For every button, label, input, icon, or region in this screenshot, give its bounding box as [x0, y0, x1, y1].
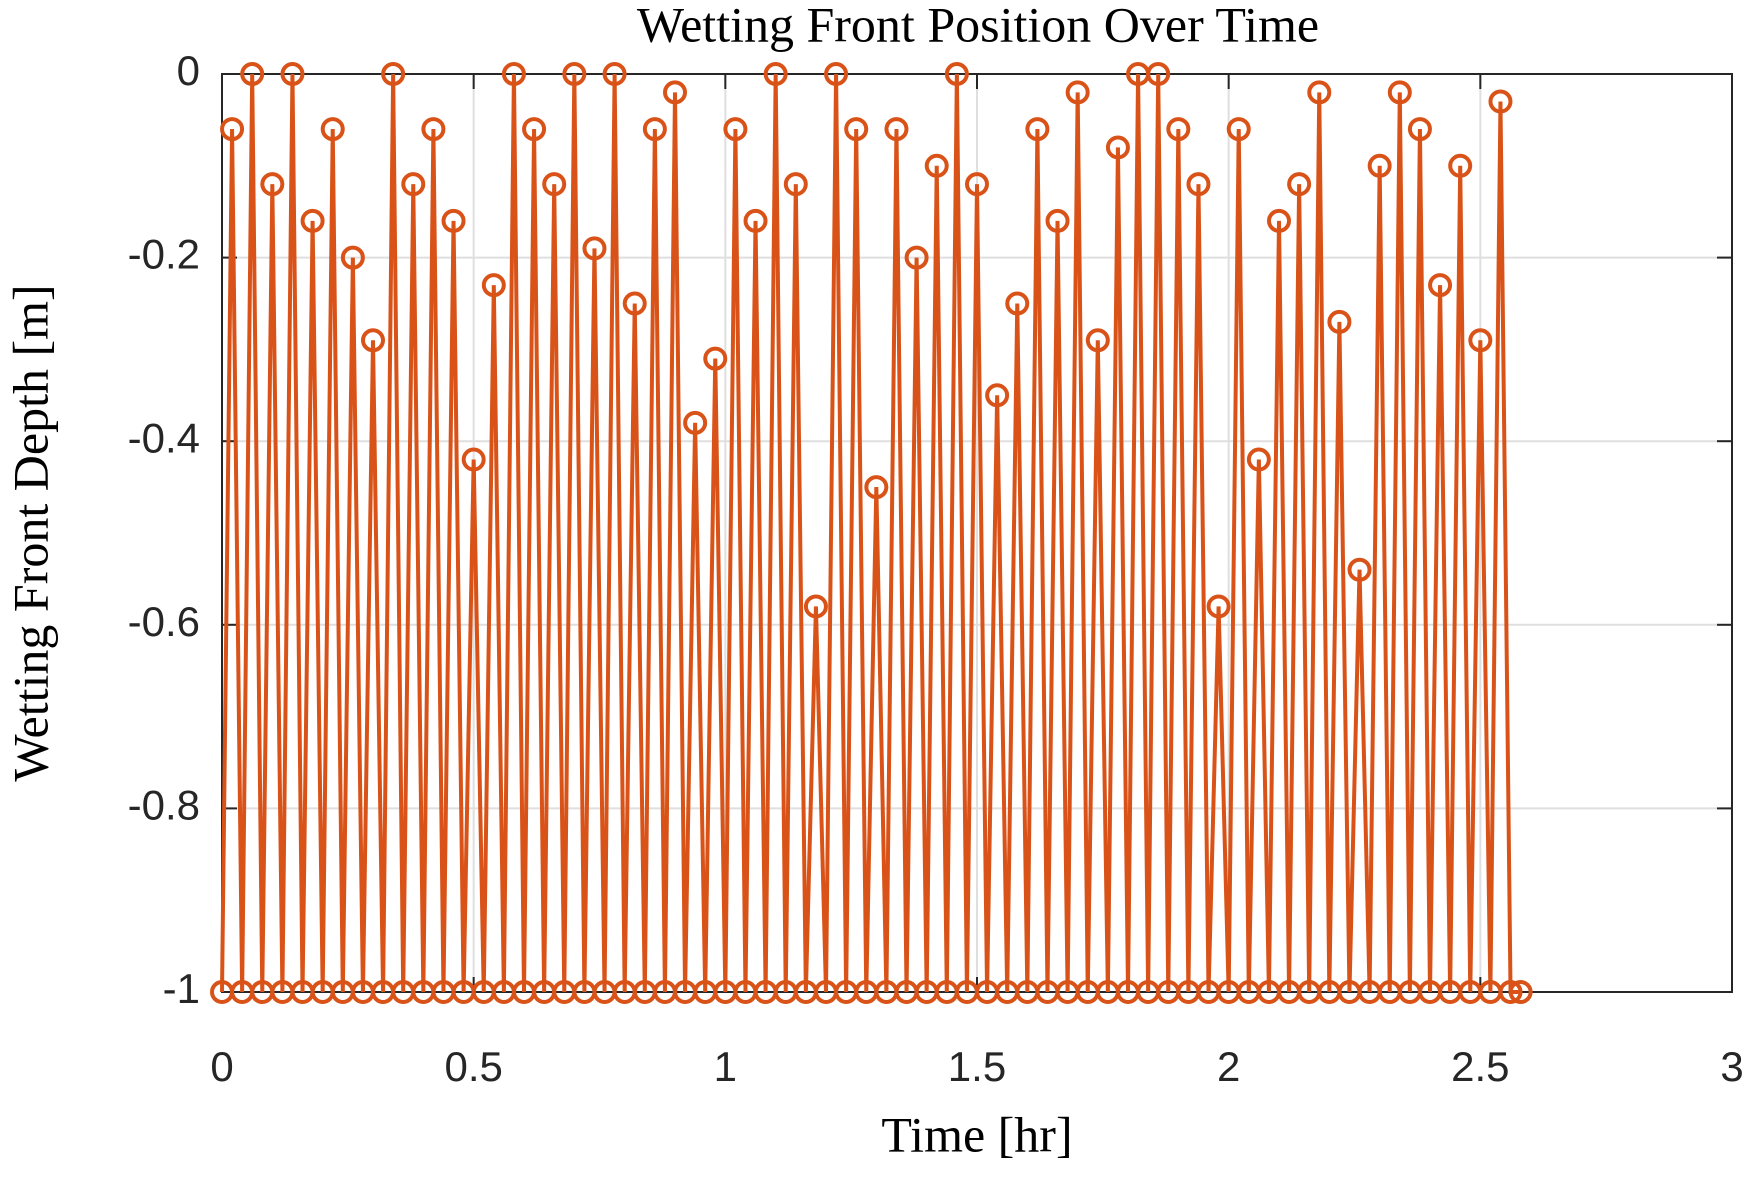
data-marker	[562, 62, 587, 86]
data-marker	[663, 80, 687, 105]
data-marker	[1498, 980, 1523, 1004]
data-marker	[381, 62, 406, 86]
data-marker	[844, 117, 869, 142]
data-marker	[1085, 328, 1110, 353]
x-tick-label: 1	[714, 1043, 737, 1090]
data-marker	[522, 117, 547, 142]
data-marker	[320, 117, 345, 142]
data-marker	[1226, 117, 1251, 142]
data-marker	[1025, 117, 1050, 142]
data-marker	[1488, 89, 1513, 114]
data-marker	[1206, 594, 1231, 619]
data-marker	[924, 153, 949, 178]
x-tick-label: 0	[210, 1043, 233, 1090]
data-marker	[542, 172, 567, 197]
data-marker	[421, 117, 446, 142]
data-marker	[884, 117, 909, 142]
data-marker	[461, 447, 486, 472]
y-tick-label: -0.8	[128, 781, 200, 828]
y-tick-label: -0.2	[128, 231, 200, 278]
data-marker	[763, 62, 788, 86]
y-tick-label: -0.4	[128, 414, 200, 461]
data-marker	[803, 594, 828, 619]
y-tick-label: 0	[177, 47, 200, 94]
data-marker	[220, 117, 245, 142]
data-marker	[1347, 557, 1372, 582]
data-marker	[1468, 328, 1493, 353]
data-marker	[300, 208, 325, 233]
data-marker	[582, 236, 607, 261]
data-marker	[1246, 447, 1271, 472]
data-marker	[401, 172, 426, 197]
data-marker	[703, 346, 728, 371]
data-marker	[1387, 80, 1412, 105]
data-marker	[1166, 117, 1191, 142]
data-marker	[824, 62, 849, 86]
data-marker	[904, 245, 929, 270]
data-marker	[783, 172, 808, 197]
data-marker	[1287, 172, 1312, 197]
x-tick-label: 3	[1720, 1043, 1743, 1090]
data-marker	[965, 172, 989, 197]
data-marker	[1428, 273, 1453, 298]
y-tick-label: -0.6	[128, 598, 200, 645]
data-marker	[622, 291, 647, 316]
data-marker	[1367, 153, 1392, 178]
data-marker	[240, 62, 265, 86]
data-marker	[864, 475, 889, 500]
chart-title: Wetting Front Position Over Time	[637, 0, 1319, 52]
data-marker	[1105, 135, 1130, 160]
data-marker	[1065, 80, 1090, 105]
data-marker	[361, 328, 385, 353]
data-marker	[280, 62, 305, 86]
data-marker	[683, 410, 708, 435]
x-tick-label: 1.5	[948, 1043, 1006, 1090]
x-axis-label: Time [hr]	[881, 1106, 1072, 1162]
y-tick-label: -1	[163, 965, 200, 1012]
data-marker	[340, 245, 365, 270]
y-axis-label: Wetting Front Depth [m]	[2, 284, 58, 781]
data-marker	[1267, 208, 1291, 233]
data-marker	[1045, 208, 1070, 233]
data-line	[220, 73, 1521, 994]
data-marker	[481, 273, 506, 298]
data-marker	[501, 62, 526, 86]
x-tick-label: 2	[1217, 1043, 1240, 1090]
data-marker	[1186, 172, 1211, 197]
data-marker	[944, 62, 969, 86]
data-marker	[260, 172, 285, 197]
data-marker	[1407, 117, 1432, 142]
data-marker	[441, 208, 466, 233]
data-marker	[1508, 980, 1533, 1004]
x-tick-label: 2.5	[1451, 1043, 1509, 1090]
data-marker	[743, 208, 768, 233]
data-marker	[1146, 62, 1171, 86]
data-marker	[1005, 291, 1030, 316]
data-marker	[1448, 153, 1473, 178]
data-marker	[985, 383, 1010, 408]
data-marker	[1327, 309, 1352, 334]
data-marker	[1307, 80, 1332, 105]
data-marker	[602, 62, 627, 86]
data-marker	[642, 117, 667, 142]
data-marker	[723, 117, 748, 142]
x-tick-label: 0.5	[444, 1043, 502, 1090]
